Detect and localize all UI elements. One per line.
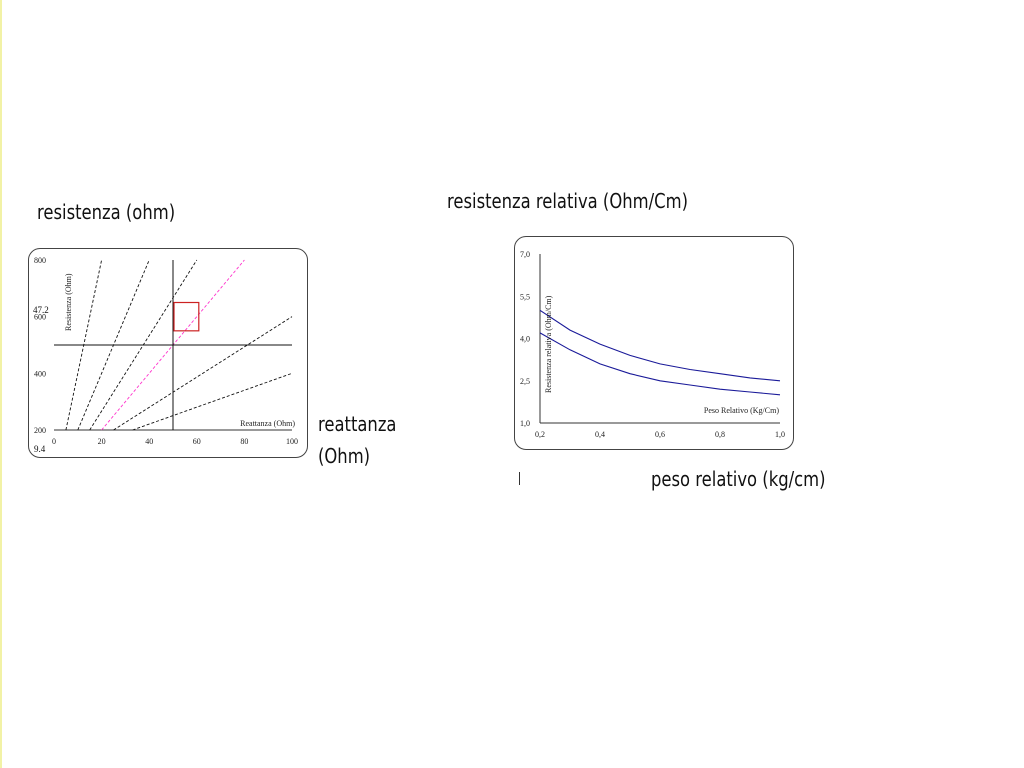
y-tick-label: 2,5: [520, 377, 530, 386]
x-tick-label: 0,4: [595, 430, 605, 439]
y-tick-label: 5,5: [520, 292, 530, 301]
series-line-6: [132, 372, 293, 431]
x-axis-label: Peso Relativo (Kg/Cm): [704, 406, 779, 415]
right-chart-caption: resistenza relativa (Ohm/Cm): [447, 189, 688, 213]
y-tick-label: 400: [34, 369, 46, 378]
x-tick-label: 0: [52, 437, 56, 446]
weight-caption: peso relativo (kg/cm): [651, 467, 826, 491]
reactance-caption-line2: (Ohm): [318, 444, 371, 468]
left-edge-strip: [0, 0, 2, 768]
x-tick-label: 60: [193, 437, 201, 446]
x-axis-label: Reattanza (Ohm): [240, 419, 295, 428]
curve-2: [539, 332, 781, 396]
series-line-5: [113, 316, 293, 431]
small-vertical-mark: [519, 472, 520, 485]
right-chart-panel: [514, 236, 794, 450]
y-tick-label: 200: [34, 426, 46, 435]
side-value-text: 47.2: [33, 305, 49, 315]
y-tick-label: 4,0: [520, 335, 530, 344]
y-tick-label: 600: [34, 313, 46, 322]
y-tick-label: 800: [34, 256, 46, 265]
y-tick-label: 7,0: [520, 250, 530, 259]
left-chart-caption: resistenza (ohm): [37, 200, 176, 224]
highlight-box: [173, 301, 200, 332]
x-tick-label: 1,0: [775, 430, 785, 439]
x-tick-label: 80: [240, 437, 248, 446]
x-tick-label: 40: [145, 437, 153, 446]
left-chart-panel: [28, 248, 308, 458]
y-tick-label: 1,0: [520, 419, 530, 428]
y-axis-label: Resistenza (Ohm): [64, 273, 73, 331]
reactance-caption-line1: reattanza: [318, 412, 397, 436]
x-tick-label: 0,2: [535, 430, 545, 439]
bottom-value-text: 9.4: [34, 444, 46, 454]
x-tick-label: 100: [286, 437, 298, 446]
x-tick-label: 0,8: [715, 430, 725, 439]
x-tick-label: 20: [98, 437, 106, 446]
x-tick-label: 0,6: [655, 430, 665, 439]
curve-1: [539, 309, 781, 382]
y-axis-label: Resistenza relativa (Ohm/Cm): [544, 295, 553, 393]
